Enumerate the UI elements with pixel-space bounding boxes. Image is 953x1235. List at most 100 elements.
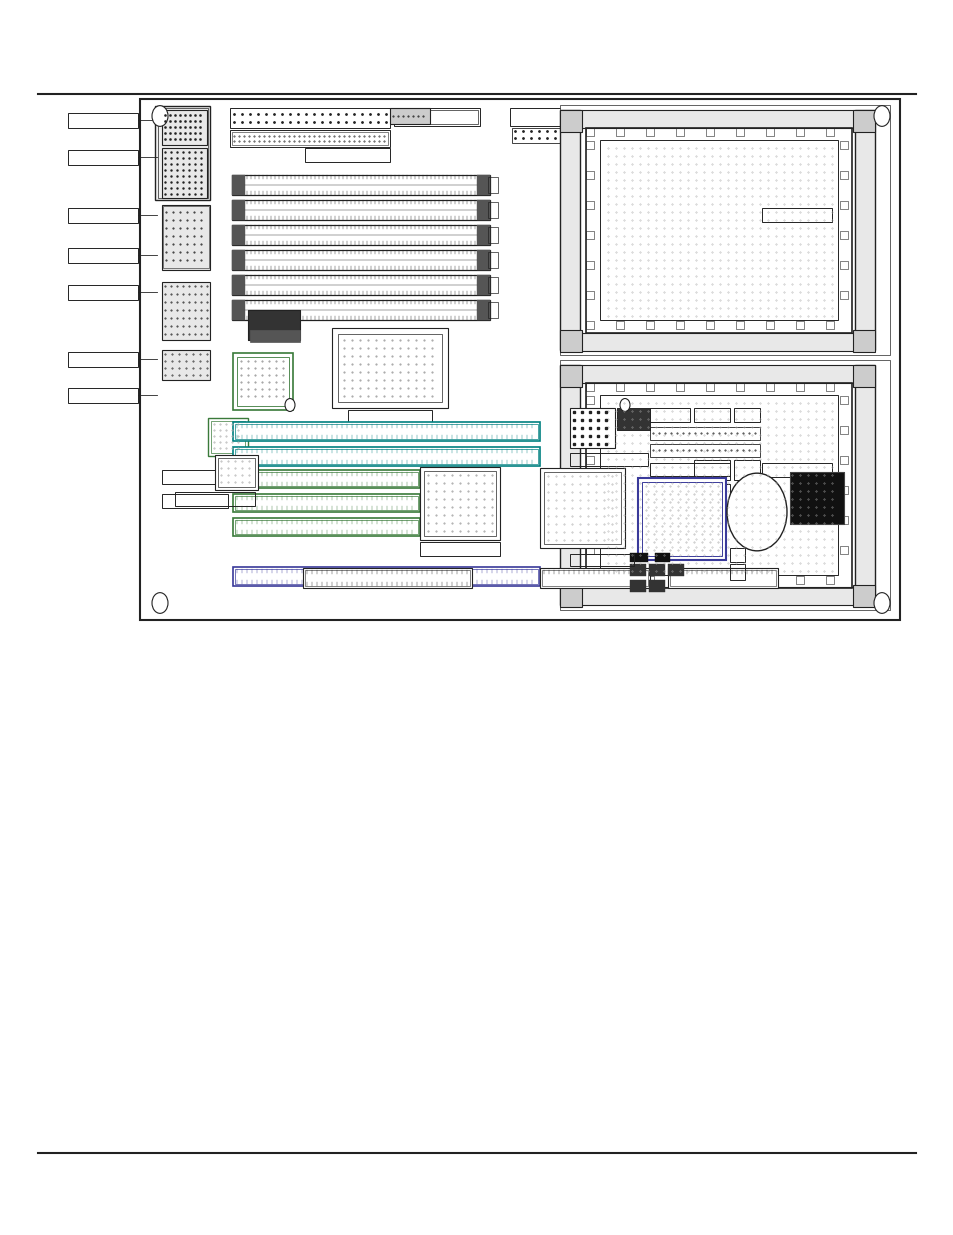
- Bar: [645, 383, 654, 391]
- Bar: [840, 170, 847, 179]
- Bar: [234, 520, 417, 534]
- Bar: [585, 546, 594, 555]
- Bar: [733, 459, 760, 480]
- Bar: [852, 110, 874, 132]
- Bar: [765, 383, 773, 391]
- Bar: [232, 200, 490, 220]
- Bar: [162, 494, 228, 508]
- Bar: [705, 128, 713, 136]
- Bar: [559, 359, 889, 610]
- Circle shape: [285, 399, 294, 411]
- Bar: [765, 576, 773, 584]
- Bar: [539, 468, 624, 548]
- Bar: [729, 548, 744, 562]
- Bar: [667, 564, 683, 576]
- Bar: [419, 542, 499, 556]
- Bar: [559, 330, 581, 352]
- Bar: [476, 175, 490, 195]
- Bar: [693, 484, 729, 504]
- Bar: [541, 571, 647, 585]
- Bar: [585, 426, 594, 433]
- Bar: [825, 128, 833, 136]
- Bar: [825, 576, 833, 584]
- Bar: [305, 148, 390, 162]
- Bar: [232, 300, 490, 320]
- Bar: [234, 472, 417, 487]
- Bar: [585, 201, 594, 209]
- Bar: [488, 203, 497, 219]
- Bar: [569, 453, 647, 466]
- Bar: [617, 408, 649, 430]
- Bar: [617, 408, 649, 430]
- Bar: [616, 383, 623, 391]
- Bar: [68, 207, 138, 224]
- Bar: [232, 200, 245, 220]
- Bar: [569, 408, 615, 448]
- Bar: [234, 450, 537, 464]
- Bar: [641, 482, 721, 556]
- Bar: [676, 383, 683, 391]
- Bar: [154, 106, 210, 200]
- Bar: [337, 333, 441, 403]
- Bar: [585, 170, 594, 179]
- Bar: [840, 396, 847, 404]
- Bar: [512, 128, 564, 143]
- Bar: [559, 585, 581, 606]
- Bar: [162, 350, 210, 380]
- Bar: [765, 128, 773, 136]
- Bar: [616, 128, 623, 136]
- Bar: [232, 225, 245, 245]
- Bar: [585, 516, 594, 524]
- Bar: [68, 388, 138, 403]
- Bar: [305, 571, 470, 585]
- Bar: [539, 568, 649, 588]
- Bar: [232, 275, 490, 295]
- Circle shape: [152, 593, 168, 614]
- Bar: [158, 107, 208, 198]
- Bar: [476, 225, 490, 245]
- Bar: [250, 330, 299, 342]
- Bar: [795, 576, 803, 584]
- Bar: [232, 225, 490, 245]
- Bar: [840, 426, 847, 433]
- Bar: [585, 128, 851, 333]
- Bar: [705, 576, 713, 584]
- Bar: [585, 456, 594, 464]
- Bar: [765, 321, 773, 329]
- Bar: [423, 471, 496, 536]
- Bar: [230, 130, 390, 147]
- Bar: [852, 366, 874, 387]
- Bar: [233, 447, 539, 466]
- Bar: [840, 487, 847, 494]
- Bar: [232, 275, 245, 295]
- Bar: [162, 110, 207, 144]
- Bar: [211, 421, 245, 453]
- Bar: [676, 576, 683, 584]
- Bar: [840, 516, 847, 524]
- Bar: [488, 227, 497, 243]
- Bar: [676, 321, 683, 329]
- Bar: [579, 366, 854, 383]
- Bar: [559, 110, 581, 132]
- Bar: [559, 366, 579, 605]
- Bar: [162, 205, 210, 270]
- Bar: [638, 478, 725, 559]
- Bar: [248, 310, 299, 340]
- Bar: [648, 580, 664, 592]
- Bar: [795, 321, 803, 329]
- Bar: [629, 580, 645, 592]
- Bar: [789, 472, 843, 524]
- Bar: [232, 175, 490, 195]
- Bar: [233, 422, 539, 441]
- Bar: [559, 105, 889, 354]
- Bar: [174, 492, 254, 506]
- Bar: [854, 366, 874, 605]
- Bar: [236, 357, 289, 406]
- Bar: [629, 553, 647, 562]
- Bar: [390, 107, 430, 124]
- Bar: [332, 329, 448, 408]
- Bar: [303, 568, 472, 588]
- Bar: [616, 576, 623, 584]
- Bar: [162, 471, 228, 484]
- Bar: [649, 445, 760, 457]
